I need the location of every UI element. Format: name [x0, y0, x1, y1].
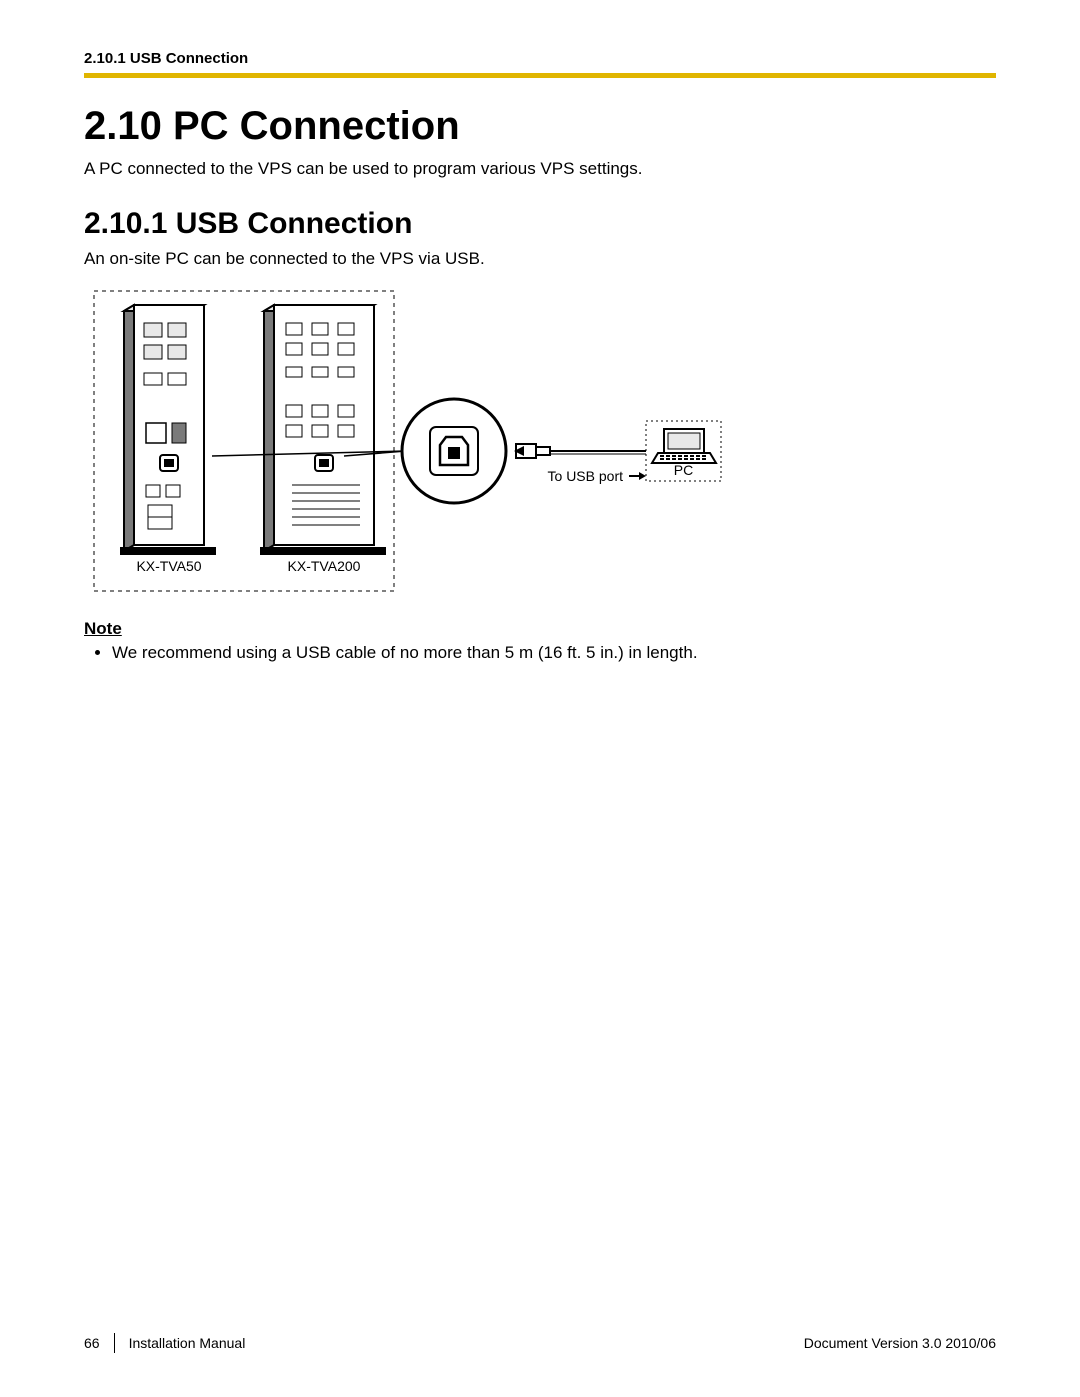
to-usb-port-label: To USB port	[548, 468, 624, 484]
usb-connection-diagram: KX-TVA50 KX-TVA200 PC To USB port	[84, 281, 724, 601]
page-footer: 66 Installation Manual Document Version …	[84, 1333, 996, 1353]
note-list: We recommend using a USB cable of no mor…	[84, 643, 996, 663]
device1-label: KX-TVA50	[136, 558, 201, 574]
diagram-svg: KX-TVA50 KX-TVA200 PC To USB port	[84, 281, 724, 601]
note-item: We recommend using a USB cable of no mor…	[112, 643, 996, 663]
note-block: Note We recommend using a USB cable of n…	[84, 619, 996, 663]
doc-version: Document Version 3.0 2010/06	[804, 1335, 996, 1351]
pc-label: PC	[674, 462, 693, 478]
footer-left: 66 Installation Manual	[84, 1333, 245, 1353]
page-number: 66	[84, 1335, 100, 1351]
section-heading: 2.10 PC Connection	[84, 104, 996, 149]
subsection-heading: 2.10.1 USB Connection	[84, 207, 996, 241]
footer-divider	[114, 1333, 115, 1353]
subsection-intro: An on-site PC can be connected to the VP…	[84, 249, 996, 269]
manual-name: Installation Manual	[129, 1335, 246, 1351]
note-label: Note	[84, 619, 996, 639]
running-header: 2.10.1 USB Connection	[84, 50, 996, 67]
section-intro: A PC connected to the VPS can be used to…	[84, 159, 996, 179]
device2-label: KX-TVA200	[288, 558, 361, 574]
accent-rule	[84, 73, 996, 78]
document-page: 2.10.1 USB Connection 2.10 PC Connection…	[0, 0, 1080, 1397]
